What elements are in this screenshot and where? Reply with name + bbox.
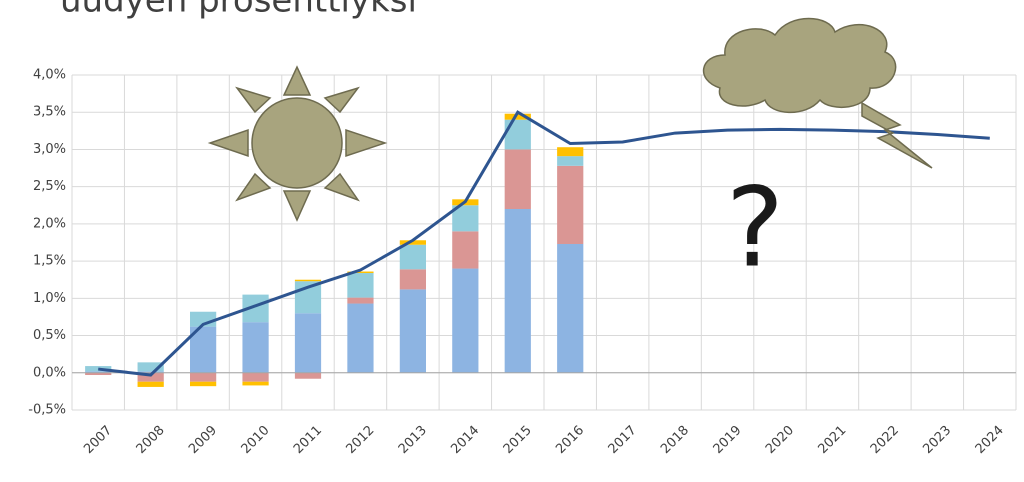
y-tick-label: 0,0%: [33, 365, 66, 380]
bar-segment: [294, 313, 322, 373]
bar-segment: [85, 372, 112, 376]
x-tick-label: 2024: [973, 423, 1007, 457]
bar-segment: [137, 362, 164, 372]
x-tick-label: 2011: [291, 423, 325, 457]
bar-segment: [347, 297, 374, 304]
x-tick-label: 2017: [606, 423, 640, 457]
bar-segment: [294, 279, 322, 282]
bar-segment: [557, 243, 584, 373]
bar-segment: [399, 244, 426, 270]
bar-segment: [504, 113, 531, 120]
bar-segment: [399, 240, 426, 245]
x-tick-label: 2023: [920, 423, 954, 457]
annotation: ?: [726, 163, 784, 291]
bar-segment: [557, 165, 584, 244]
bar-segment: [557, 147, 584, 157]
y-tick-label: 1,0%: [33, 291, 66, 306]
x-tick-label: 2020: [763, 423, 797, 457]
x-tick-label: 2015: [501, 423, 535, 457]
x-tick-label: 2008: [134, 423, 168, 457]
y-tick-label: 1,5%: [33, 254, 66, 269]
bar-segment: [504, 149, 531, 209]
x-tick-label: 2019: [711, 423, 745, 457]
y-tick-label: 4,0%: [33, 68, 66, 83]
bar-segment: [347, 273, 374, 298]
plot: -0,5% 0,0% 0,5% 1,0% 1,5% 2,0% 2,5% 3,0% 3,5% 4,0…: [28, 68, 1017, 457]
bar-segment: [242, 381, 269, 386]
sun: [207, 65, 388, 222]
bar-segment: [504, 209, 531, 373]
chart-title: uudyen prosenttiyksi: [60, 0, 417, 21]
bar-segment: [504, 119, 531, 150]
bar-segment: [137, 371, 164, 373]
y-tick-label: 3,5%: [33, 105, 66, 120]
x-tick-label: 2016: [553, 423, 587, 457]
bar-segment: [452, 268, 479, 373]
bar-segment: [294, 372, 322, 379]
x-tick-label: 2007: [81, 423, 115, 457]
x-tick-label: 2014: [448, 423, 482, 457]
bar-segment: [137, 372, 164, 382]
bar-segment: [137, 381, 164, 387]
bar-segment: [242, 322, 269, 373]
y-tick-label: 2,0%: [33, 216, 66, 231]
x-tick-label: 2021: [815, 423, 849, 457]
bar-segment: [242, 372, 269, 382]
x-tick-label: 2018: [658, 423, 692, 457]
bar-segment: [347, 271, 374, 274]
bar-segment: [557, 156, 584, 166]
bar-segment: [190, 372, 217, 382]
x-tick-label: 2022: [868, 423, 902, 457]
y-tick-label: -0,5%: [28, 403, 66, 418]
line: [98, 110, 990, 377]
bar-segment: [452, 231, 479, 269]
bar-segment: [399, 269, 426, 290]
x-tick-label: 2012: [343, 423, 377, 457]
bar-segment: [399, 289, 426, 373]
y-tick-label: 2,5%: [33, 179, 66, 194]
bar-segment: [85, 371, 112, 373]
cloud: [702, 17, 933, 169]
x-tick-label: 2009: [186, 423, 220, 457]
y-tick-label: 0,5%: [33, 328, 66, 343]
x-tick-label: 2010: [239, 423, 273, 457]
x-tick-label: 2013: [396, 423, 430, 457]
bar-segment: [85, 366, 112, 372]
bar-segment: [190, 381, 217, 387]
bar-segment: [347, 303, 374, 373]
y-tick-label: 3,0%: [33, 142, 66, 157]
